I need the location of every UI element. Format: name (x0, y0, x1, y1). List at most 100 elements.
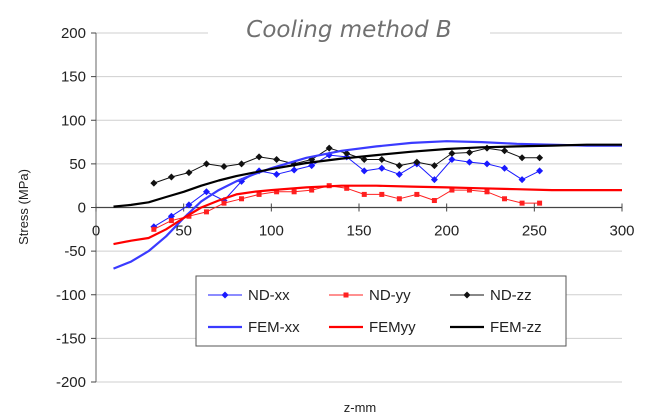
point-nd-xx-17 (448, 156, 456, 164)
point-nd-xx-7 (273, 170, 281, 178)
x-axis-title: z-mm (344, 400, 377, 415)
y-tick-label-2: 100 (61, 112, 86, 129)
point-nd-yy-5 (239, 196, 245, 202)
point-nd-yy-15 (414, 191, 420, 197)
x-tick-label-4: 200 (434, 223, 459, 240)
x-tick-label-6: 300 (609, 223, 634, 240)
legend: ND-xx ND-yy ND-zz FEM-xx FEMyy FEM-zz (195, 275, 567, 347)
legend-marker-nd-yy (343, 292, 349, 298)
point-nd-yy-4 (221, 200, 227, 206)
y-axis-title: Stress (MPa) (16, 169, 31, 245)
point-nd-yy-16 (431, 198, 437, 204)
point-nd-yy-7 (274, 189, 280, 195)
point-nd-yy-18 (466, 187, 472, 193)
point-nd-zz-2 (185, 169, 193, 177)
point-nd-xx-8 (290, 166, 298, 174)
point-nd-yy-0 (151, 226, 157, 232)
point-nd-zz-15 (413, 158, 421, 166)
point-nd-xx-16 (430, 176, 438, 184)
series-nd-yy (151, 183, 543, 232)
series-nd-zz (150, 144, 544, 187)
legend-label-fem-xx: FEM-xx (248, 319, 300, 336)
point-nd-yy-6 (256, 191, 262, 197)
y-tick-label-8: -200 (56, 374, 86, 391)
point-nd-zz-12 (360, 156, 368, 164)
x-tick-label-2: 100 (259, 223, 284, 240)
point-nd-zz-3 (202, 160, 210, 168)
point-nd-xx-2 (185, 201, 193, 209)
point-nd-zz-16 (430, 162, 438, 170)
point-nd-yy-8 (291, 189, 297, 195)
point-nd-zz-1 (167, 173, 175, 181)
point-nd-xx-18 (465, 158, 473, 166)
point-nd-yy-17 (449, 187, 455, 193)
point-nd-zz-18 (465, 149, 473, 157)
series-femyy (113, 184, 622, 246)
series-fem-xx (113, 140, 622, 270)
chart-title-backdrop (208, 12, 490, 46)
point-nd-zz-5 (238, 160, 246, 168)
point-nd-yy-14 (396, 196, 402, 202)
x-tick-label-0: 0 (92, 223, 100, 240)
point-nd-xx-9 (308, 162, 316, 170)
point-nd-xx-19 (483, 160, 491, 168)
point-nd-xx-1 (167, 212, 175, 220)
series-fem-zz (113, 143, 622, 208)
point-nd-yy-19 (484, 189, 490, 195)
point-nd-xx-21 (518, 176, 526, 184)
series-line-fem-xx (113, 140, 622, 270)
point-nd-zz-22 (536, 154, 544, 162)
point-nd-zz-11 (343, 149, 351, 157)
y-tick-label-1: 150 (61, 69, 86, 86)
point-nd-xx-20 (501, 164, 509, 172)
series-layer (113, 140, 622, 270)
y-tick-label-4: 0 (78, 200, 86, 217)
legend-label-fem-zz: FEM-zz (490, 319, 542, 336)
point-nd-yy-11 (344, 185, 350, 191)
point-nd-zz-13 (378, 156, 386, 164)
chart-title: Cooling method B (246, 17, 451, 43)
legend-label-nd-yy: ND-yy (369, 287, 411, 304)
point-nd-zz-4 (220, 162, 228, 170)
point-nd-xx-3 (202, 188, 210, 196)
point-nd-zz-6 (255, 153, 263, 161)
point-nd-xx-12 (360, 167, 368, 175)
point-nd-zz-17 (448, 149, 456, 157)
point-nd-yy-13 (379, 191, 385, 197)
legend-marker-nd-zz (463, 291, 471, 299)
legend-label-femyy: FEMyy (369, 319, 416, 336)
y-tick-label-6: -100 (56, 287, 86, 304)
point-nd-yy-3 (203, 209, 209, 215)
series-nd-xx (150, 151, 544, 231)
y-tick-label-5: -50 (64, 243, 86, 260)
x-tick-label-1: 50 (175, 223, 192, 240)
y-tick-label-7: -150 (56, 330, 86, 347)
y-tick-label-0: 200 (61, 25, 86, 42)
legend-box (195, 275, 567, 347)
y-tick-labels: 200 150 100 50 0 -50 -100 -150 -200 (56, 25, 86, 391)
point-nd-zz-10 (325, 144, 333, 152)
x-tick-label-3: 150 (346, 223, 371, 240)
legend-label-nd-zz: ND-zz (490, 287, 532, 304)
point-nd-yy-12 (361, 191, 367, 197)
point-nd-zz-20 (501, 147, 509, 155)
point-nd-xx-22 (536, 167, 544, 175)
x-tick-label-5: 250 (522, 223, 547, 240)
point-nd-xx-14 (395, 170, 403, 178)
point-nd-xx-13 (378, 164, 386, 172)
series-line-femyy (113, 184, 622, 246)
point-nd-yy-22 (537, 200, 543, 206)
point-nd-yy-9 (309, 187, 315, 193)
point-nd-zz-7 (273, 156, 281, 164)
point-nd-yy-2 (186, 213, 192, 219)
point-nd-yy-21 (519, 200, 525, 206)
legend-marker-nd-xx (221, 291, 229, 299)
point-nd-zz-0 (150, 179, 158, 187)
y-tick-label-3: 50 (69, 156, 86, 173)
point-nd-yy-1 (168, 218, 174, 224)
point-nd-zz-21 (518, 154, 526, 162)
x-tick-labels: 0 50 100 150 200 250 300 (92, 223, 635, 240)
legend-label-nd-xx: ND-xx (248, 287, 290, 304)
series-line-fem-zz (113, 143, 622, 208)
